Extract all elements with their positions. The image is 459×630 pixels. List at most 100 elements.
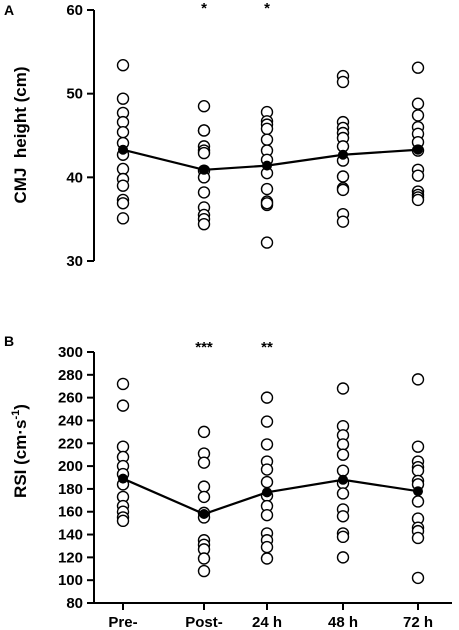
panel-a-y-tick-label: 40 <box>66 169 83 186</box>
panel-b-y-tick-label: 100 <box>58 572 83 589</box>
panel-b-y-axis-title-superscript: -1 <box>10 410 22 420</box>
panel-a-data-point <box>260 236 274 249</box>
panel-b-y-axis-title: RSI (cm·s-1) <box>10 404 30 498</box>
panel-a-y-tick-label: 60 <box>66 2 83 19</box>
panel-a-data-point <box>197 146 211 160</box>
panel-b-data-point <box>116 440 130 453</box>
panel-a-data-point <box>260 133 274 146</box>
panel-a-data-point <box>116 92 130 105</box>
panel-b-data-point <box>411 531 425 545</box>
panel-b-data-point <box>411 495 425 508</box>
panel-a-y-ticks: 30 40 50 60 <box>66 2 94 270</box>
panel-a-data-point <box>116 197 130 210</box>
panel-b-data-point <box>197 480 211 493</box>
panel-a-data-point <box>411 169 425 182</box>
panel-b-mean-point <box>199 509 209 520</box>
panel-b-data-point <box>260 463 274 476</box>
panel-b-data-point <box>260 540 274 554</box>
panel-b-data-point <box>411 373 425 386</box>
panel-b-y-tick-label: 260 <box>58 390 83 407</box>
panel-b-data-point <box>116 377 130 391</box>
panel-b-y-tick-label: 180 <box>58 481 83 498</box>
panel-a-individual-points <box>116 59 425 249</box>
panel-b-mean-point <box>118 473 128 484</box>
panel-b-data-point <box>197 552 211 565</box>
panel-b: B RSI (cm·s-1) 80 100 120 140 160 180 200 220 24… <box>4 333 452 630</box>
panel-b-y-axis-title-close: ) <box>11 404 30 410</box>
panel-a-data-point <box>116 179 130 192</box>
panel-b-x-tick-label: Pre- <box>108 614 137 630</box>
panel-b-x-ticks: Pre- Post- 24 h 48 h 72 h <box>108 603 433 630</box>
panel-b-y-tick-label: 280 <box>58 367 83 384</box>
panel-b-data-point <box>336 551 350 564</box>
panel-a-mean-point <box>338 149 348 160</box>
panel-b-data-point <box>260 475 274 489</box>
panel-a-data-point <box>116 125 130 139</box>
panel-a-data-point <box>197 186 211 199</box>
panel-b-x-tick-label: 24 h <box>252 614 282 630</box>
panel-b-x-tick-label: 48 h <box>328 614 358 630</box>
panel-b-data-point <box>116 514 130 528</box>
panel-b-mean-point <box>413 486 423 497</box>
panel-a-mean-point <box>262 160 272 171</box>
panel-b-mean-point <box>262 487 272 498</box>
panel-b-data-point <box>197 456 211 469</box>
panel-b-data-point <box>336 530 350 544</box>
panel-a-data-point <box>336 183 350 197</box>
panel-a-data-point <box>336 75 350 89</box>
panel-a-data-point <box>411 109 425 122</box>
panel-b-y-tick-label: 80 <box>66 595 83 612</box>
panel-b-individual-points <box>116 373 425 585</box>
panel-b-data-point <box>197 490 211 504</box>
panel-a-data-point <box>411 193 425 207</box>
panel-a-data-point <box>116 59 130 72</box>
panel-b-data-point <box>411 440 425 453</box>
panel-b-data-point <box>260 552 274 565</box>
panel-b-data-point <box>411 464 425 477</box>
panel-a-data-point <box>411 97 425 110</box>
panel-b-data-point <box>260 415 274 428</box>
panel-b-y-tick-label: 220 <box>58 435 83 452</box>
panel-b-y-tick-label: 300 <box>58 344 83 361</box>
panel-b-data-point <box>336 438 350 451</box>
panel-b-x-tick-label: Post- <box>185 614 223 630</box>
panel-a-mean-point <box>413 144 423 155</box>
panel-a-data-point <box>197 124 211 137</box>
panel-b-significance-mark: ** <box>261 339 273 356</box>
panel-a-data-point <box>260 122 274 136</box>
panel-b-y-ticks: 80 100 120 140 160 180 200 220 240 260 280 300 <box>58 344 94 612</box>
panel-b-data-point <box>260 438 274 451</box>
panel-b-significance-mark: *** <box>195 339 213 356</box>
panel-b-y-axis-title-base: RSI (cm·s <box>11 420 30 498</box>
panel-b-mean-series <box>118 473 423 520</box>
panel-b-y-tick-label: 200 <box>58 458 83 475</box>
panel-a-letter: A <box>4 2 14 18</box>
panel-a-data-point <box>260 197 274 210</box>
panel-a-mean-point <box>118 144 128 155</box>
panel-b-data-point <box>336 510 350 523</box>
panel-b-x-tick-label: 72 h <box>403 614 433 630</box>
panel-b-mean-point <box>338 474 348 485</box>
panel-b-data-point <box>197 425 211 439</box>
panel-b-y-tick-label: 240 <box>58 412 83 429</box>
panel-a-data-point <box>411 61 425 74</box>
panel-a-significance-mark: * <box>264 0 270 17</box>
panel-a-y-tick-label: 50 <box>66 86 83 103</box>
panel-b-letter: B <box>4 333 14 349</box>
panel-a-data-point <box>260 182 274 196</box>
panel-a-data-point <box>197 217 211 231</box>
panel-b-data-point <box>260 508 274 522</box>
panel-a-significance-mark: * <box>201 0 207 17</box>
panel-a-data-point <box>336 170 350 183</box>
panel-a-mean-point <box>199 164 209 175</box>
panel-a-data-point <box>197 100 211 113</box>
panel-b-data-point <box>336 464 350 477</box>
panel-b-data-point <box>197 564 211 578</box>
panel-a-data-point <box>116 212 130 225</box>
panel-b-y-tick-label: 120 <box>58 549 83 566</box>
panel-a-data-point <box>336 215 350 228</box>
panel-b-significance-marks: *** ** <box>195 339 273 356</box>
panel-b-data-point <box>260 391 274 404</box>
